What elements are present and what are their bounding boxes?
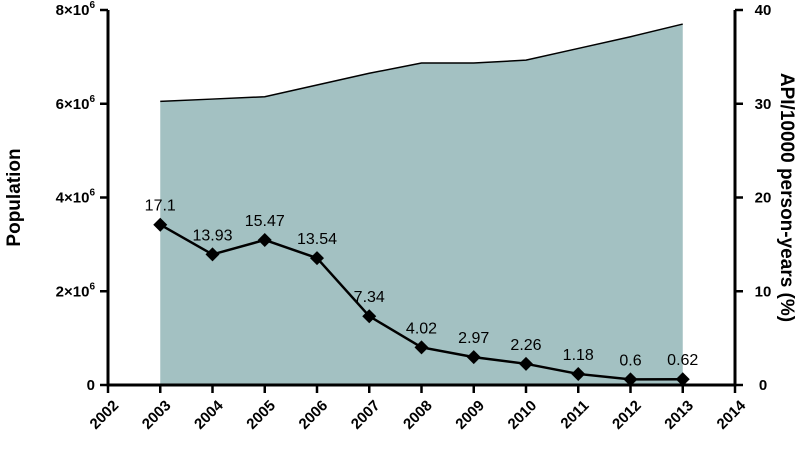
y-left-tick-label: 0 xyxy=(87,377,95,394)
x-tick-label: 2005 xyxy=(243,397,279,433)
api-point-marker xyxy=(205,247,220,262)
api-point-marker xyxy=(519,356,533,371)
api-point-marker xyxy=(414,340,429,355)
y-right-tick-label: 40 xyxy=(755,2,772,19)
population-area-top-line xyxy=(160,23,683,103)
data-label: 4.02 xyxy=(406,320,437,337)
x-tick-label: 2003 xyxy=(139,397,175,433)
x-tick-label: 2012 xyxy=(609,397,645,433)
y-left-tick-label: 8×106 xyxy=(56,0,96,19)
x-tick-label: 2002 xyxy=(87,397,123,433)
api-point-marker xyxy=(153,217,168,232)
x-tick-label: 2008 xyxy=(400,397,436,433)
x-tick-label: 2004 xyxy=(191,397,227,433)
api-point-marker xyxy=(257,232,272,247)
x-tick-label: 2010 xyxy=(505,397,541,433)
y-right-tick-label: 30 xyxy=(755,96,772,113)
x-tick-label: 2006 xyxy=(296,397,332,433)
data-label: 17.1 xyxy=(145,198,176,215)
api-point-marker xyxy=(362,309,377,324)
data-label: 15.47 xyxy=(245,213,285,230)
y-right-tick-label: 10 xyxy=(755,283,772,300)
api-point-marker xyxy=(310,251,324,266)
x-tick-label: 2013 xyxy=(661,397,697,433)
data-labels-layer: 17.1 13.93 15.47 13.54 7.34 4.02 2.97 2.26 1.18 0… xyxy=(145,198,699,370)
y-left-tick-label: 6×106 xyxy=(56,94,96,113)
api-point-marker xyxy=(675,372,690,387)
y-axis-left-title: Population xyxy=(4,148,25,246)
y-axis-right-title: API/10000 person-years (%) xyxy=(776,73,796,322)
x-tick-label: 2007 xyxy=(348,397,384,433)
data-label: 1.18 xyxy=(563,347,594,364)
x-tick-label: 2009 xyxy=(452,397,488,433)
y-left-tick-label: 4×106 xyxy=(56,188,96,207)
x-tick-label: 2014 xyxy=(714,397,750,433)
data-label: 13.93 xyxy=(192,227,232,244)
api-point-marker xyxy=(571,366,586,381)
x-tick-label: 2011 xyxy=(557,397,592,432)
api-point-marker xyxy=(466,350,481,365)
data-label: 2.97 xyxy=(458,330,489,347)
y-left-tick-label: 2×106 xyxy=(56,281,96,300)
data-label: 0.6 xyxy=(619,352,641,369)
data-label: 13.54 xyxy=(297,231,337,248)
data-label: 7.34 xyxy=(354,289,385,306)
data-label: 0.62 xyxy=(667,352,698,369)
api-line-layer xyxy=(153,217,690,387)
population-area-layer xyxy=(160,23,683,385)
y-right-tick-label: 20 xyxy=(755,190,772,207)
api-point-marker xyxy=(623,372,638,387)
y-right-tick-label: 0 xyxy=(759,377,767,394)
data-label: 2.26 xyxy=(510,337,541,354)
population-area xyxy=(160,24,683,385)
